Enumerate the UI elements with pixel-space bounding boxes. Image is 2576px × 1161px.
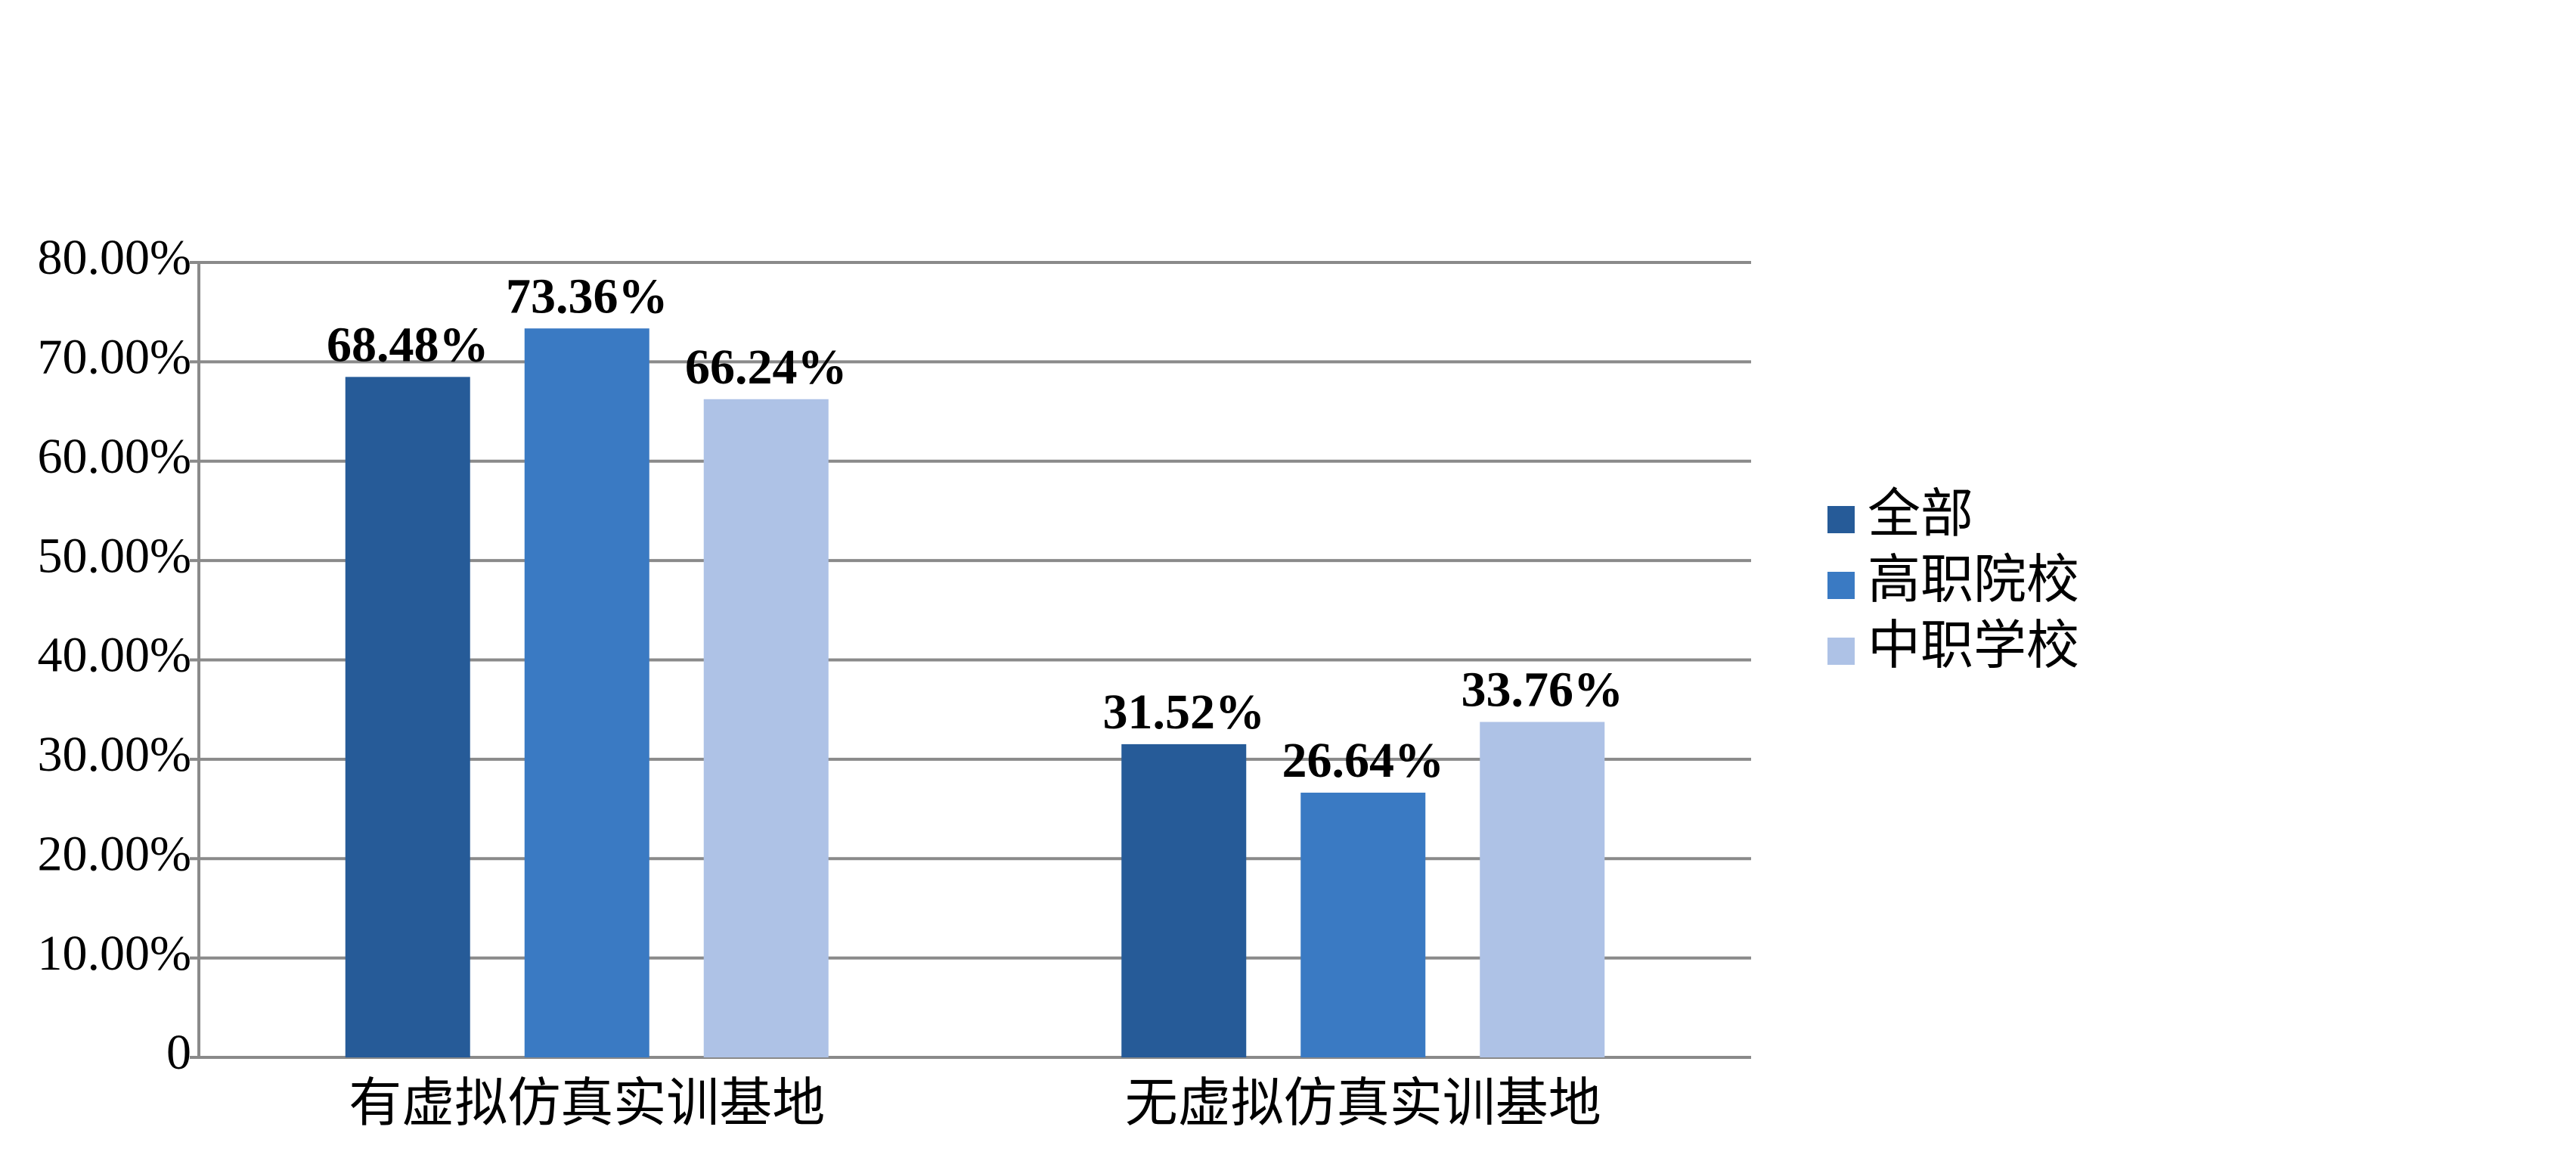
- y-tick-label: 70.00%: [38, 330, 191, 385]
- bar: [1121, 743, 1247, 1057]
- legend-swatch: [1827, 572, 1855, 599]
- value-label: 66.24%: [685, 340, 848, 395]
- y-tick-label: 60.00%: [38, 429, 191, 484]
- x-tick-label: 无虚拟仿真实训基地: [1125, 1075, 1601, 1133]
- value-label: 73.36%: [506, 269, 668, 324]
- bar: [345, 377, 470, 1057]
- x-tick-label: 有虚拟仿真实训基地: [349, 1075, 825, 1133]
- bar: [1300, 793, 1426, 1057]
- y-tick-label: 20.00%: [38, 826, 191, 881]
- legend-label: 高职院校: [1868, 551, 2079, 610]
- y-tick-label: 50.00%: [38, 528, 191, 583]
- value-label: 33.76%: [1462, 663, 1624, 718]
- legend-swatch: [1827, 506, 1855, 533]
- legend-swatch: [1827, 638, 1855, 665]
- y-tick-label: 0: [166, 1025, 191, 1080]
- bar: [1480, 722, 1605, 1057]
- y-tick-label: 40.00%: [38, 628, 191, 683]
- y-tick-label: 10.00%: [38, 926, 191, 981]
- legend-label: 中职学校: [1868, 617, 2079, 675]
- value-label: 68.48%: [327, 317, 489, 372]
- y-tick-label: 80.00%: [38, 230, 191, 285]
- bar: [524, 328, 649, 1057]
- value-label: 26.64%: [1282, 733, 1445, 788]
- bar: [703, 399, 829, 1057]
- legend-label: 全部: [1868, 486, 1973, 544]
- y-tick-label: 30.00%: [38, 727, 191, 782]
- value-label: 31.52%: [1103, 684, 1266, 740]
